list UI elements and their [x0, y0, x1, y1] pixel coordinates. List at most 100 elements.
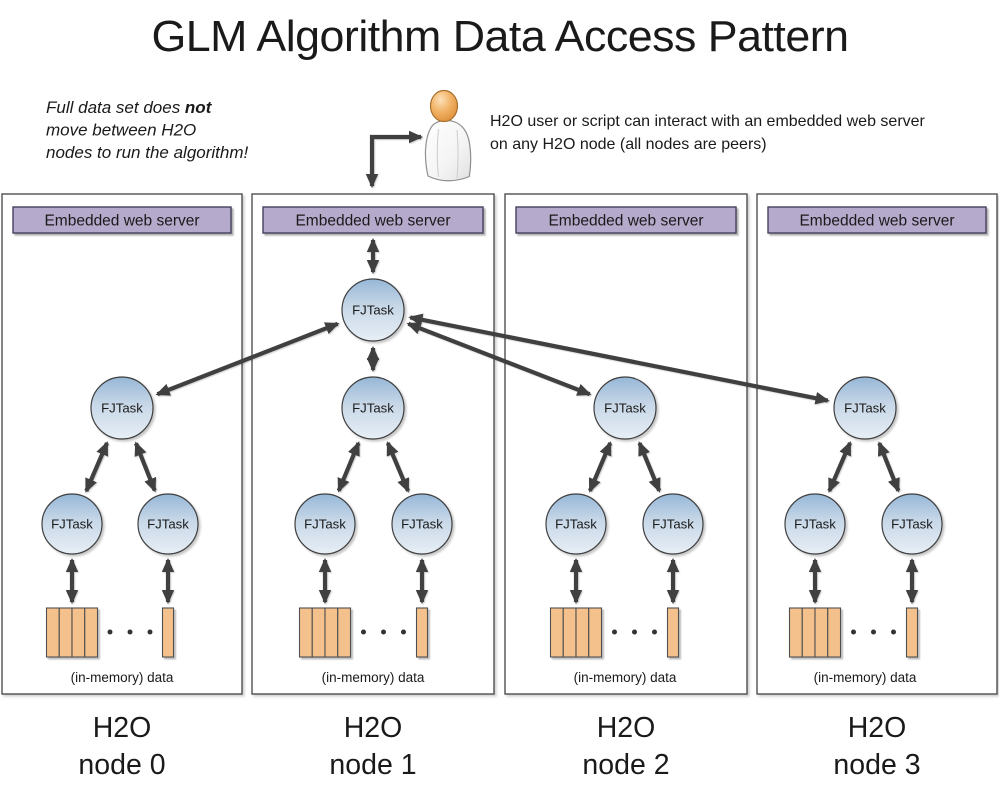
node0-memory-data-label: (in-memory) data [71, 670, 174, 685]
node0-fjtask-root [90, 376, 154, 440]
arrow-node2-root-rightchild [637, 441, 662, 493]
arrow-node1-to-node0 [155, 321, 340, 397]
node2-fjtask-right [642, 493, 704, 555]
node3-title-line2: node 3 [833, 749, 920, 781]
node2-fjtask-right-label: FJTask [652, 517, 694, 532]
data-bar [666, 607, 680, 658]
note-line2: move between H2O [46, 121, 196, 140]
data-bar [814, 607, 829, 658]
data-bar [311, 607, 326, 658]
node3-web-server-label: Embedded web server [799, 213, 954, 230]
data-bar [801, 607, 816, 658]
data-bar [827, 607, 842, 658]
note-line1-regular: Full data set does [46, 98, 185, 117]
arrow-user-to-node1 [365, 130, 424, 189]
node2-fjtask-left [545, 493, 607, 555]
node3-web-server-box [767, 206, 987, 234]
node2-memory-data-label: (in-memory) data [574, 670, 677, 685]
node3-data-bars [788, 607, 919, 658]
h2o-node-0: Embedded web server FJTask FJTask FJTask… [1, 193, 243, 781]
node1-fjtask-top-label: FJTask [352, 303, 394, 318]
data-bar [298, 607, 313, 658]
ellipsis-dot [612, 629, 617, 635]
node2-web-server-label: Embedded web server [548, 213, 703, 230]
data-bar [84, 607, 99, 658]
node3-fjtask-right [881, 493, 943, 555]
arrow-node1-root-leftchild [336, 441, 361, 493]
ellipsis-dot [107, 629, 113, 635]
ellipsis-dot [632, 629, 637, 635]
node3-fjtask-left-label: FJTask [794, 517, 836, 532]
note-line1-bold: not [185, 98, 213, 117]
node1-fjtask-left-label: FJTask [304, 517, 346, 532]
user-caption: H2O user or script can interact with an … [490, 113, 929, 153]
node1-web-server-box [262, 206, 484, 234]
ellipsis-dot [361, 629, 366, 635]
ellipsis-dot [652, 629, 657, 635]
node0-web-server-box [12, 206, 232, 234]
node0-title-line1: H2O [93, 712, 152, 744]
node3-fjtask-root-label: FJTask [844, 401, 886, 416]
node0-data-bars [45, 607, 175, 658]
data-bar [161, 607, 175, 658]
data-bar [45, 607, 60, 658]
node2-web-server-box [515, 206, 737, 234]
user-caption-line1: H2O user or script can interact with an … [490, 113, 926, 130]
data-bar [575, 607, 590, 658]
node0-fjtask-right [137, 493, 199, 555]
node3-fjtask-right-label: FJTask [891, 517, 933, 532]
arrow-node3-root-rightchild [877, 441, 901, 493]
ellipsis-dot [891, 629, 896, 635]
h2o-node-3: Embedded web server FJTask FJTask FJTask… [756, 193, 998, 781]
data-bar [71, 607, 86, 658]
node1-fjtask-root [341, 376, 405, 440]
arrow-node2-root-leftchild [588, 441, 613, 493]
node0-web-server-label: Embedded web server [44, 213, 199, 230]
ellipsis-dot [871, 629, 876, 635]
node0-fjtask-right-label: FJTask [147, 517, 189, 532]
node2-fjtask-left-label: FJTask [555, 517, 597, 532]
node2-title-line2: node 2 [582, 749, 669, 781]
node3-memory-data-label: (in-memory) data [814, 670, 917, 685]
data-bar [588, 607, 603, 658]
data-bar [415, 607, 429, 658]
node0-box [1, 193, 243, 695]
person-icon [424, 89, 472, 182]
ellipsis-dot [381, 629, 386, 635]
arrow-node3-root-leftchild [827, 440, 852, 493]
data-bar [58, 607, 73, 658]
ellipsis-dot [401, 629, 406, 635]
h2o-node-2: Embedded web server FJTask FJTask FJTask… [504, 193, 748, 781]
node1-fjtask-right-label: FJTask [401, 517, 443, 532]
node3-fjtask-left [784, 493, 846, 555]
h2o-node-1: Embedded web server FJTask FJTask FJTask… [251, 193, 495, 781]
ellipsis-dot [851, 629, 856, 635]
data-bar [337, 607, 352, 658]
node1-fjtask-left [294, 493, 356, 555]
node2-title-line1: H2O [597, 712, 656, 744]
node2-box [504, 193, 748, 695]
data-bar [324, 607, 339, 658]
arrow-node1-root-rightchild [385, 441, 410, 493]
arrow-node0-root-leftchild [84, 441, 109, 493]
node1-title-line1: H2O [344, 712, 403, 744]
page-title: GLM Algorithm Data Access Pattern [152, 12, 849, 61]
user-caption-line2: on any H2O node (all nodes are peers) [490, 136, 767, 153]
node0-fjtask-left-label: FJTask [51, 517, 93, 532]
node3-title-line1: H2O [848, 712, 907, 744]
data-bar [549, 607, 564, 658]
node1-web-server-label: Embedded web server [295, 213, 450, 230]
data-bar [905, 607, 919, 658]
node1-box [251, 193, 495, 695]
node1-fjtask-top [341, 278, 405, 342]
node2-data-bars [549, 607, 680, 658]
node1-data-bars [298, 607, 429, 658]
note-line3: nodes to run the algorithm! [46, 143, 249, 162]
node2-fjtask-root-label: FJTask [604, 401, 646, 416]
node1-memory-data-label: (in-memory) data [322, 670, 425, 685]
cross-node-arrows [155, 313, 830, 405]
data-bar [788, 607, 803, 658]
node1-fjtask-right [391, 493, 453, 555]
person-body-crease-right [456, 129, 459, 179]
